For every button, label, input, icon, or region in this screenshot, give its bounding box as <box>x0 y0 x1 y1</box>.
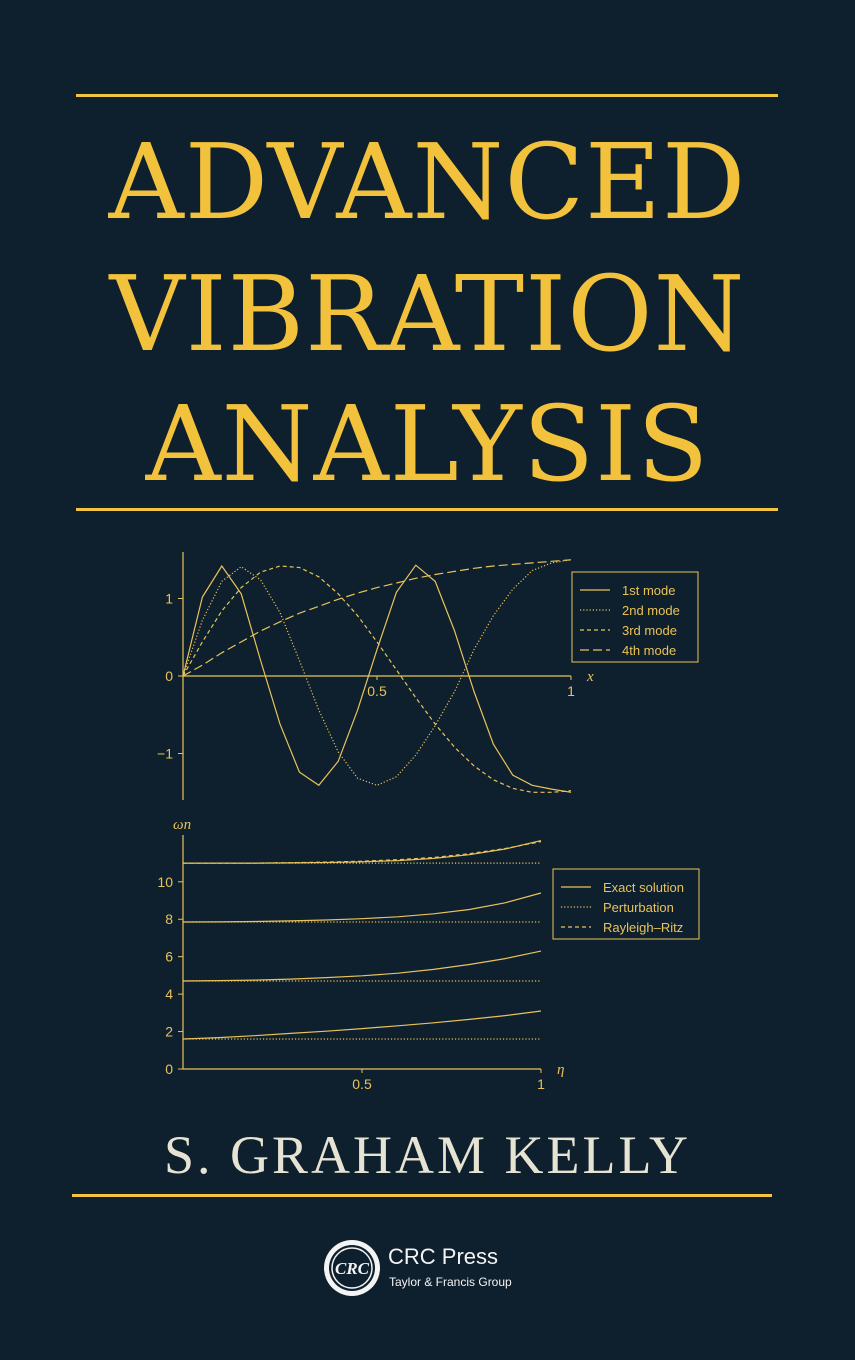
legend-box <box>552 868 700 940</box>
title-bottom-rule <box>76 508 778 511</box>
x-tick-label: 0.5 <box>352 1076 372 1092</box>
title-line-1: ADVANCED <box>108 121 747 243</box>
series-line-1 <box>182 1010 542 1040</box>
y-tick-label: 0 <box>165 1061 173 1077</box>
y-tick-label: 8 <box>165 911 173 927</box>
crc-logo-icon: CRC <box>324 1240 380 1296</box>
x-tick-label: 0.5 <box>367 683 387 699</box>
publisher-group: Taylor & Francis Group <box>389 1275 512 1289</box>
author-name: S. GRAHAM KELLY <box>163 1125 692 1185</box>
y-tick-label: 1 <box>165 591 173 607</box>
legend-label: 2nd mode <box>622 603 680 618</box>
svg-text:CRC: CRC <box>335 1259 370 1278</box>
legend-label: Rayleigh–Ritz <box>603 920 683 935</box>
series-line-3 <box>183 841 542 864</box>
y-tick-label: 2 <box>165 1024 173 1040</box>
publisher-block: CRC CRC Press Taylor & Francis Group <box>322 1230 582 1302</box>
y-tick-label: −1 <box>157 746 173 762</box>
series-line-2 <box>182 559 572 786</box>
publisher-name: CRC Press <box>388 1244 499 1269</box>
y-tick-label: 10 <box>157 874 173 890</box>
title-line-2: VIBRATION <box>109 253 746 375</box>
series-line-1 <box>182 892 542 923</box>
legend-box <box>571 571 699 663</box>
x-tick-label: 1 <box>537 1076 545 1092</box>
series-line-1 <box>183 840 542 864</box>
legend-label: Exact solution <box>603 880 684 895</box>
series-line-1 <box>182 950 542 982</box>
legend-label: 1st mode <box>622 583 675 598</box>
legend-label: Perturbation <box>603 900 674 915</box>
y-tick-label: 6 <box>165 949 173 965</box>
y-tick-label: 0 <box>165 668 173 684</box>
series-line-4 <box>182 559 572 677</box>
series-line-3 <box>182 565 572 793</box>
legend-label: 3rd mode <box>622 623 677 638</box>
title-line-3: ANALYSIS <box>145 383 710 505</box>
series-line-1 <box>182 564 572 793</box>
x-tick-label: 1 <box>567 683 575 699</box>
natural-frequency-chart: 0 2 4 6 8 10 0.5 1η ωn Exact solution Perturbation… <box>157 817 700 1092</box>
legend-label: 4th mode <box>622 643 676 658</box>
y-tick-label: 4 <box>165 986 173 1002</box>
y-axis-label: ωn <box>173 817 191 833</box>
author-bottom-rule <box>72 1194 772 1197</box>
x-axis-label: η <box>557 1062 564 1078</box>
top-rule <box>76 94 778 97</box>
x-axis-label: x <box>586 669 594 685</box>
